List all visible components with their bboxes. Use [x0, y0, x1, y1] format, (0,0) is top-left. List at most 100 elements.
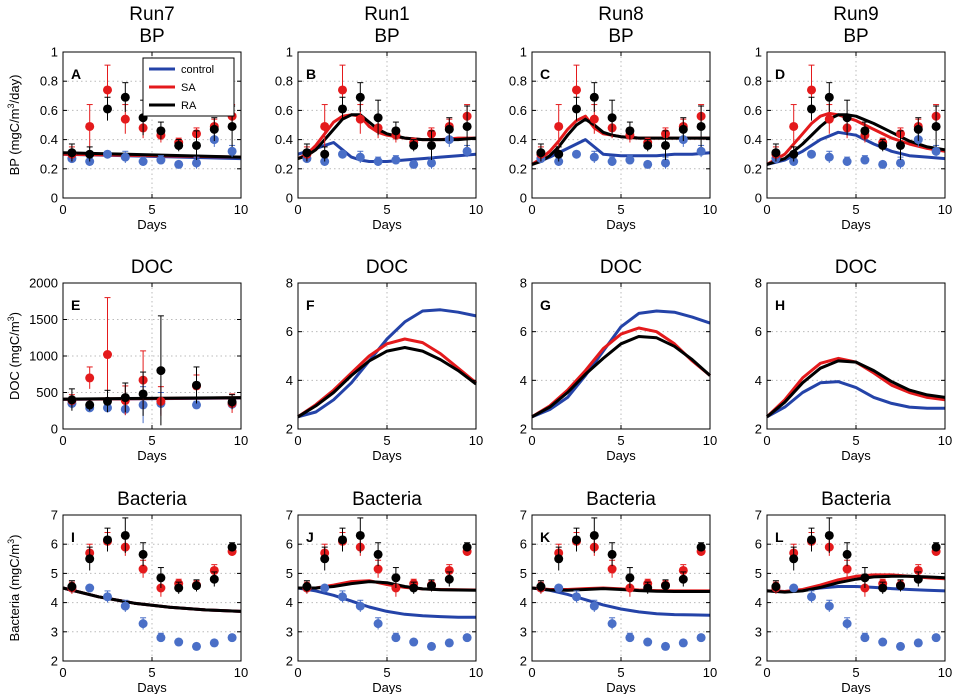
data-point-ra: [444, 124, 454, 134]
data-point-ra: [913, 574, 923, 584]
data-point-control: [643, 159, 653, 169]
data-point-control: [931, 146, 941, 156]
data-point-control: [589, 601, 599, 611]
data-point-control: [931, 633, 941, 643]
y-tick-label: 3: [520, 624, 527, 639]
data-point-ra: [878, 140, 888, 150]
data-point-ra: [789, 149, 799, 159]
y-tick-label: 0.4: [275, 132, 293, 147]
y-tick-label: 4: [755, 373, 762, 388]
data-point-control: [409, 159, 419, 169]
data-point-ra: [427, 140, 436, 150]
data-point-control: [807, 149, 816, 159]
data-point-control: [156, 155, 166, 165]
x-axis-label: Days: [606, 680, 636, 694]
series-line-ra: [766, 359, 946, 418]
data-point-ra: [156, 366, 166, 376]
data-point-ra: [572, 104, 581, 114]
data-point-sa: [607, 564, 617, 574]
data-point-ra: [878, 583, 888, 593]
x-tick-label: 5: [852, 665, 859, 680]
data-point-ra: [120, 92, 130, 102]
x-axis-label: Days: [841, 680, 871, 694]
data-point-ra: [536, 148, 546, 158]
data-point-ra: [85, 149, 95, 159]
y-tick-label: 4: [51, 595, 58, 610]
data-point-ra: [462, 121, 472, 131]
x-tick-label: 10: [703, 202, 717, 217]
x-axis-label: Days: [841, 448, 871, 463]
panel-title: Bacteria: [117, 489, 187, 510]
y-tick-label: 0.2: [509, 161, 527, 176]
y-tick-label: 8: [286, 276, 293, 291]
data-point-ra: [103, 396, 112, 406]
y-axis-label: Bacteria (mgC/m3): [6, 535, 22, 642]
x-tick-label: 0: [763, 433, 770, 448]
data-point-control: [209, 638, 219, 648]
data-point-sa: [807, 85, 816, 95]
y-tick-label: 0.4: [744, 132, 762, 147]
y-tick-label: 0: [755, 191, 762, 206]
y-tick-label: 2000: [29, 276, 58, 291]
x-tick-label: 0: [294, 202, 301, 217]
legend-label-ra: RA: [181, 100, 197, 112]
data-point-sa: [103, 350, 112, 360]
x-tick-label: 10: [234, 665, 248, 680]
data-point-ra: [462, 542, 472, 552]
panel-letter: D: [775, 66, 785, 82]
data-point-ra: [643, 583, 653, 593]
data-point-control: [373, 157, 383, 166]
data-point-ra: [607, 549, 617, 559]
panel-title: Run7: [129, 4, 174, 25]
x-tick-label: 10: [703, 665, 717, 680]
x-axis-label: Days: [137, 448, 167, 463]
y-tick-label: 2: [520, 654, 527, 669]
data-point-control: [824, 601, 834, 611]
panel-e: 0 5 10 0 500 1000 1500 2000 DOC Days DOC (mgC/m3) E: [6, 257, 248, 463]
data-point-sa: [85, 373, 95, 383]
y-tick-label: 8: [755, 276, 762, 291]
data-point-ra: [156, 573, 166, 583]
y-tick-label: 1500: [29, 312, 58, 327]
y-tick-label: 2: [520, 422, 527, 437]
data-point-ra: [427, 581, 436, 591]
data-point-sa: [138, 564, 148, 574]
data-point-control: [373, 619, 383, 629]
x-axis-label: Days: [372, 680, 402, 694]
series-line-ra: [62, 586, 242, 613]
data-point-ra: [824, 92, 834, 102]
data-point-ra: [931, 121, 941, 131]
data-point-control: [896, 641, 905, 651]
data-point-ra: [625, 573, 635, 583]
y-tick-label: 0.8: [744, 74, 762, 89]
data-point-control: [409, 637, 419, 647]
y-tick-label: 0.2: [275, 161, 293, 176]
data-point-ra: [824, 530, 834, 540]
panel-title: Bacteria: [586, 489, 656, 510]
y-tick-label: 4: [286, 595, 293, 610]
y-tick-label: 7: [286, 508, 293, 523]
data-point-control: [227, 633, 237, 643]
y-tick-label: 0: [520, 191, 527, 206]
y-tick-label: 3: [286, 624, 293, 639]
y-tick-label: 3: [755, 624, 762, 639]
y-tick-label: 8: [520, 276, 527, 291]
x-tick-label: 0: [528, 665, 535, 680]
x-tick-label: 10: [938, 202, 952, 217]
data-point-control: [444, 638, 454, 648]
data-point-control: [174, 159, 184, 169]
y-tick-label: 7: [51, 508, 58, 523]
y-tick-label: 2: [286, 422, 293, 437]
data-point-ra: [227, 542, 237, 552]
legend-label-control: control: [181, 64, 214, 76]
y-tick-label: 0: [286, 191, 293, 206]
data-point-control: [320, 583, 330, 593]
data-point-ra: [355, 530, 365, 540]
y-tick-label: 4: [755, 595, 762, 610]
data-point-control: [391, 633, 401, 643]
data-point-control: [391, 155, 401, 165]
data-point-ra: [103, 535, 112, 545]
x-tick-label: 10: [469, 202, 483, 217]
